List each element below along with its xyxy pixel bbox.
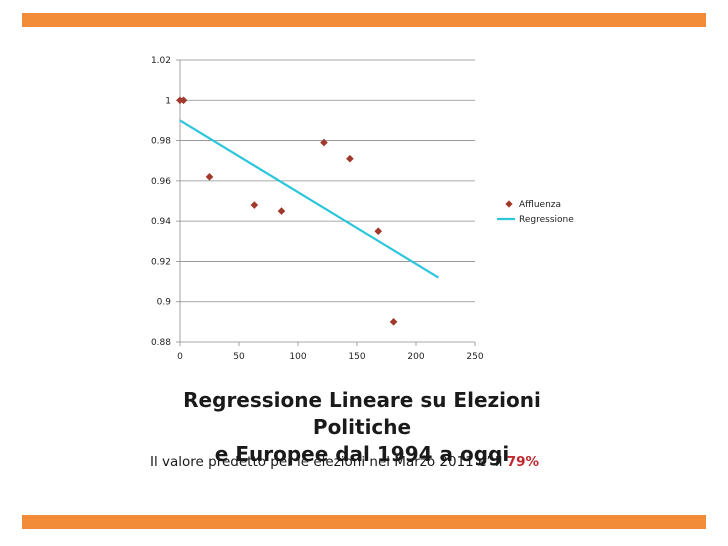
top-accent-bar xyxy=(22,13,706,27)
y-tick-label-4: 0.96 xyxy=(151,177,171,187)
legend-marker-affluenza xyxy=(505,200,513,208)
bottom-accent-bar xyxy=(22,515,706,529)
legend-label-regressione: Regressione xyxy=(519,215,574,225)
slide-subtitle: Il valore predetto per le elezioni nel M… xyxy=(150,454,539,470)
data-point-7 xyxy=(374,227,383,236)
x-tick-label-2: 100 xyxy=(289,352,306,362)
data-point-8 xyxy=(389,318,398,326)
slide-title-line-1: Regressione Lineare su Elezioni Politich… xyxy=(183,388,541,439)
axes xyxy=(176,59,476,346)
y-tick-labels: 0.88 0.9 0.92 0.94 0.96 0.98 1 1.02 xyxy=(151,56,171,348)
regression-line-group xyxy=(179,119,439,279)
x-tick-label-0: 0 xyxy=(177,352,183,362)
subtitle-text: Il valore predetto per le elezioni nel M… xyxy=(150,454,503,470)
data-points xyxy=(176,96,398,326)
slide-title: Regressione Lineare su Elezioni Politich… xyxy=(150,387,574,468)
x-tick-label-1: 50 xyxy=(233,352,245,362)
x-tick-label-5: 250 xyxy=(466,352,483,362)
legend: Affluenza Regressione xyxy=(497,200,574,225)
predicted-value: 79% xyxy=(506,454,540,470)
legend-label-affluenza: Affluenza xyxy=(519,200,561,210)
data-point-1 xyxy=(179,96,188,105)
data-point-2 xyxy=(205,173,214,181)
gridlines xyxy=(180,59,475,343)
slide-title-line-2: e Europee dal 1994 a oggi xyxy=(214,442,510,466)
data-point-4 xyxy=(277,207,286,215)
data-point-6 xyxy=(346,154,354,163)
y-tick-label-0: 0.88 xyxy=(151,338,171,348)
x-tick-label-3: 150 xyxy=(348,352,365,362)
y-tick-label-3: 0.94 xyxy=(151,217,171,227)
data-point-3 xyxy=(250,201,259,209)
y-tick-label-7: 1.02 xyxy=(151,56,171,66)
data-point-5 xyxy=(320,138,328,147)
y-tick-label-1: 0.9 xyxy=(157,298,172,308)
x-tick-labels: 0 50 100 150 200 250 xyxy=(177,352,484,362)
y-tick-label-5: 0.98 xyxy=(151,137,171,147)
x-tick-label-4: 200 xyxy=(407,352,424,362)
y-tick-label-2: 0.92 xyxy=(151,257,171,267)
regression-line xyxy=(179,119,439,279)
scatter-chart: 0.88 0.9 0.92 0.94 0.96 0.98 1 1.02 0 50 100 150 20… xyxy=(151,56,574,362)
y-tick-label-6: 1 xyxy=(165,96,171,106)
